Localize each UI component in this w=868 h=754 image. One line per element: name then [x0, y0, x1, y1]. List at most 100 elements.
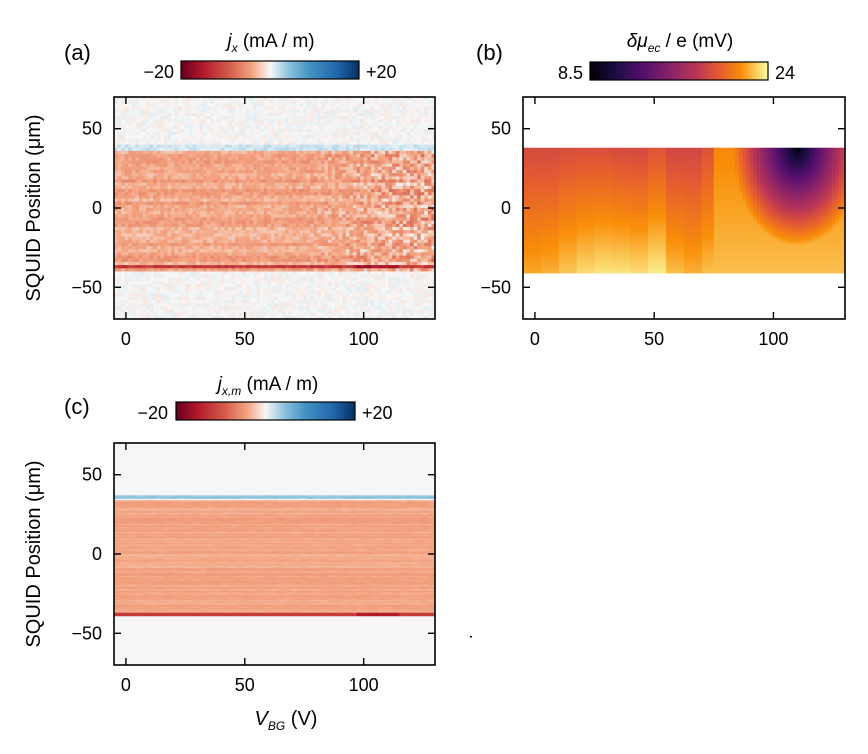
heatmap-a-cell [149, 214, 154, 218]
heatmap-a-cell [313, 223, 318, 228]
heatmap-a-cell [335, 147, 340, 152]
heatmap-a-cell [153, 182, 158, 187]
heatmap-a-cell [235, 306, 240, 310]
heatmap-a-cell [253, 217, 258, 222]
heatmap-a-cell [117, 227, 122, 231]
heatmap-a-cell [256, 280, 261, 285]
heatmap-a-cell [324, 147, 329, 152]
heatmap-a-cell [124, 208, 129, 212]
heatmap-a-cell [188, 204, 193, 209]
heatmap-a-cell [349, 223, 354, 228]
heatmap-a-cell [306, 214, 311, 218]
heatmap-a-cell [142, 258, 147, 263]
heatmap-a-cell [360, 169, 365, 174]
heatmap-a-cell [256, 188, 261, 193]
heatmap-a-cell [210, 233, 215, 237]
heatmap-a-cell [128, 217, 133, 222]
heatmap-a-cell [235, 166, 240, 171]
heatmap-a-cell [156, 109, 161, 114]
heatmap-a-cell [281, 188, 286, 193]
heatmap-a-cell [114, 169, 118, 174]
heatmap-a-cell [199, 138, 204, 142]
heatmap-a-cell [363, 128, 368, 133]
heatmap-a-cell [274, 249, 279, 253]
heatmap-a-cell [221, 154, 225, 158]
heatmap-a-cell [181, 125, 186, 130]
heatmap-a-cell [253, 239, 258, 244]
heatmap-a-cell [231, 258, 236, 263]
heatmap-a-cell [185, 192, 190, 196]
heatmap-a-cell [253, 242, 258, 247]
heatmap-a-cell [306, 255, 311, 260]
heatmap-a-cell [352, 214, 357, 218]
heatmap-a-cell [238, 169, 243, 174]
heatmap-a-cell [188, 112, 193, 117]
heatmap-a-cell [185, 296, 190, 301]
heatmap-a-cell [328, 274, 332, 279]
heatmap-a-cell [221, 131, 225, 136]
heatmap-a-cell [249, 242, 254, 247]
heatmap-a-cell [221, 217, 225, 222]
heatmap-a-cell [360, 223, 365, 228]
heatmap-a-cell [167, 252, 172, 256]
heatmap-a-cell [356, 208, 361, 212]
heatmap-a-cell [238, 299, 243, 304]
heatmap-a-cell [317, 315, 322, 319]
heatmap-a-cell [213, 277, 218, 282]
heatmap-a-cell [117, 195, 122, 199]
heatmap-a-cell [285, 220, 290, 225]
heatmap-a-cell [121, 274, 126, 279]
heatmap-a-cell [352, 204, 357, 209]
heatmap-a-cell [292, 122, 297, 126]
heatmap-a-cell [217, 293, 222, 298]
heatmap-a-cell [328, 116, 332, 120]
heatmap-a-cell [303, 204, 307, 209]
colorbar-a-unit: (mA / m) [238, 31, 315, 52]
heatmap-a-cell [221, 277, 225, 282]
heatmap-a-cell [156, 284, 161, 288]
heatmap-a-cell [153, 211, 158, 215]
heatmap-a-cell [274, 201, 279, 206]
heatmap-a-cell [163, 141, 168, 145]
heatmap-a-cell [221, 249, 225, 253]
heatmap-a-cell [167, 135, 172, 139]
heatmap-a-cell [171, 299, 176, 304]
heatmap-a-cell [242, 125, 247, 130]
heatmap-a-cell [210, 258, 215, 263]
heatmap-a-cell [242, 109, 247, 114]
heatmap-a-cell [131, 306, 136, 310]
heatmap-a-cell [174, 112, 179, 117]
heatmap-a-cell [324, 230, 329, 234]
heatmap-a-cell [320, 128, 325, 133]
heatmap-a-cell [217, 312, 222, 317]
heatmap-a-cell [281, 284, 286, 288]
heatmap-a-cell [128, 246, 133, 250]
heatmap-a-cell [146, 150, 151, 155]
heatmap-a-cell [328, 157, 332, 161]
heatmap-a-cell [278, 106, 283, 111]
heatmap-a-cell [263, 147, 268, 152]
heatmap-a-cell [292, 223, 297, 228]
heatmap-a-cell [267, 258, 272, 263]
heatmap-a-cell [185, 157, 190, 161]
heatmap-a-cell [245, 150, 250, 155]
heatmap-a-cell [213, 198, 218, 203]
heatmap-a-cell [192, 192, 197, 196]
heatmap-a-cell [267, 173, 272, 177]
heatmap-a-cell [224, 122, 229, 126]
heatmap-a-cell [349, 109, 354, 114]
heatmap-a-cell [256, 195, 261, 199]
heatmap-a-cell [138, 131, 143, 136]
heatmap-a-cell [288, 163, 293, 168]
heatmap-a-cell [292, 227, 297, 231]
heatmap-a-cell [114, 128, 118, 133]
heatmap-a-cell [156, 211, 161, 215]
heatmap-a-cell [331, 157, 336, 161]
heatmap-a-cell [292, 179, 297, 184]
heatmap-a-cell [142, 220, 147, 225]
heatmap-a-cell [260, 284, 265, 288]
heatmap-a-cell [171, 141, 176, 145]
heatmap-a-cell [342, 252, 347, 256]
heatmap-a-cell [199, 163, 204, 168]
heatmap-a-cell [185, 255, 190, 260]
